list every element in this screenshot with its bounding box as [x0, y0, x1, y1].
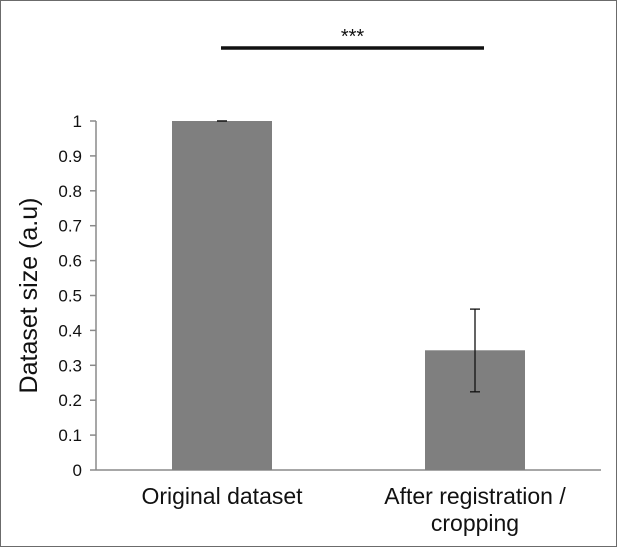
significance-label: *** [341, 26, 365, 48]
y-ticks: 0 0.1 0.2 0.3 0.4 0.5 0.6 0.7 0.8 0.9 1 [58, 112, 96, 480]
x-category-label: Original dataset [141, 483, 303, 509]
y-axis-title: Dataset size (a.u) [15, 198, 43, 394]
bars [172, 121, 525, 470]
y-tick-label: 0.8 [58, 182, 82, 201]
x-category-label: cropping [431, 510, 519, 536]
y-tick-label: 0.9 [58, 147, 82, 166]
y-tick-label: 1 [73, 112, 82, 131]
error-bars [217, 120, 480, 393]
y-tick-label: 0.2 [58, 391, 82, 410]
x-category-label: After registration / [384, 483, 566, 509]
error-bar [470, 308, 480, 393]
x-category-labels: Original dataset After registration /crop… [141, 483, 566, 536]
y-tick-label: 0.6 [58, 252, 82, 271]
y-tick-label: 0.1 [58, 426, 82, 445]
y-tick-label: 0.4 [58, 321, 82, 340]
bar [172, 121, 272, 470]
y-tick-label: 0 [73, 461, 82, 480]
y-tick-label: 0.7 [58, 217, 82, 236]
y-tick-label: 0.5 [58, 287, 82, 306]
y-tick-label: 0.3 [58, 356, 82, 375]
